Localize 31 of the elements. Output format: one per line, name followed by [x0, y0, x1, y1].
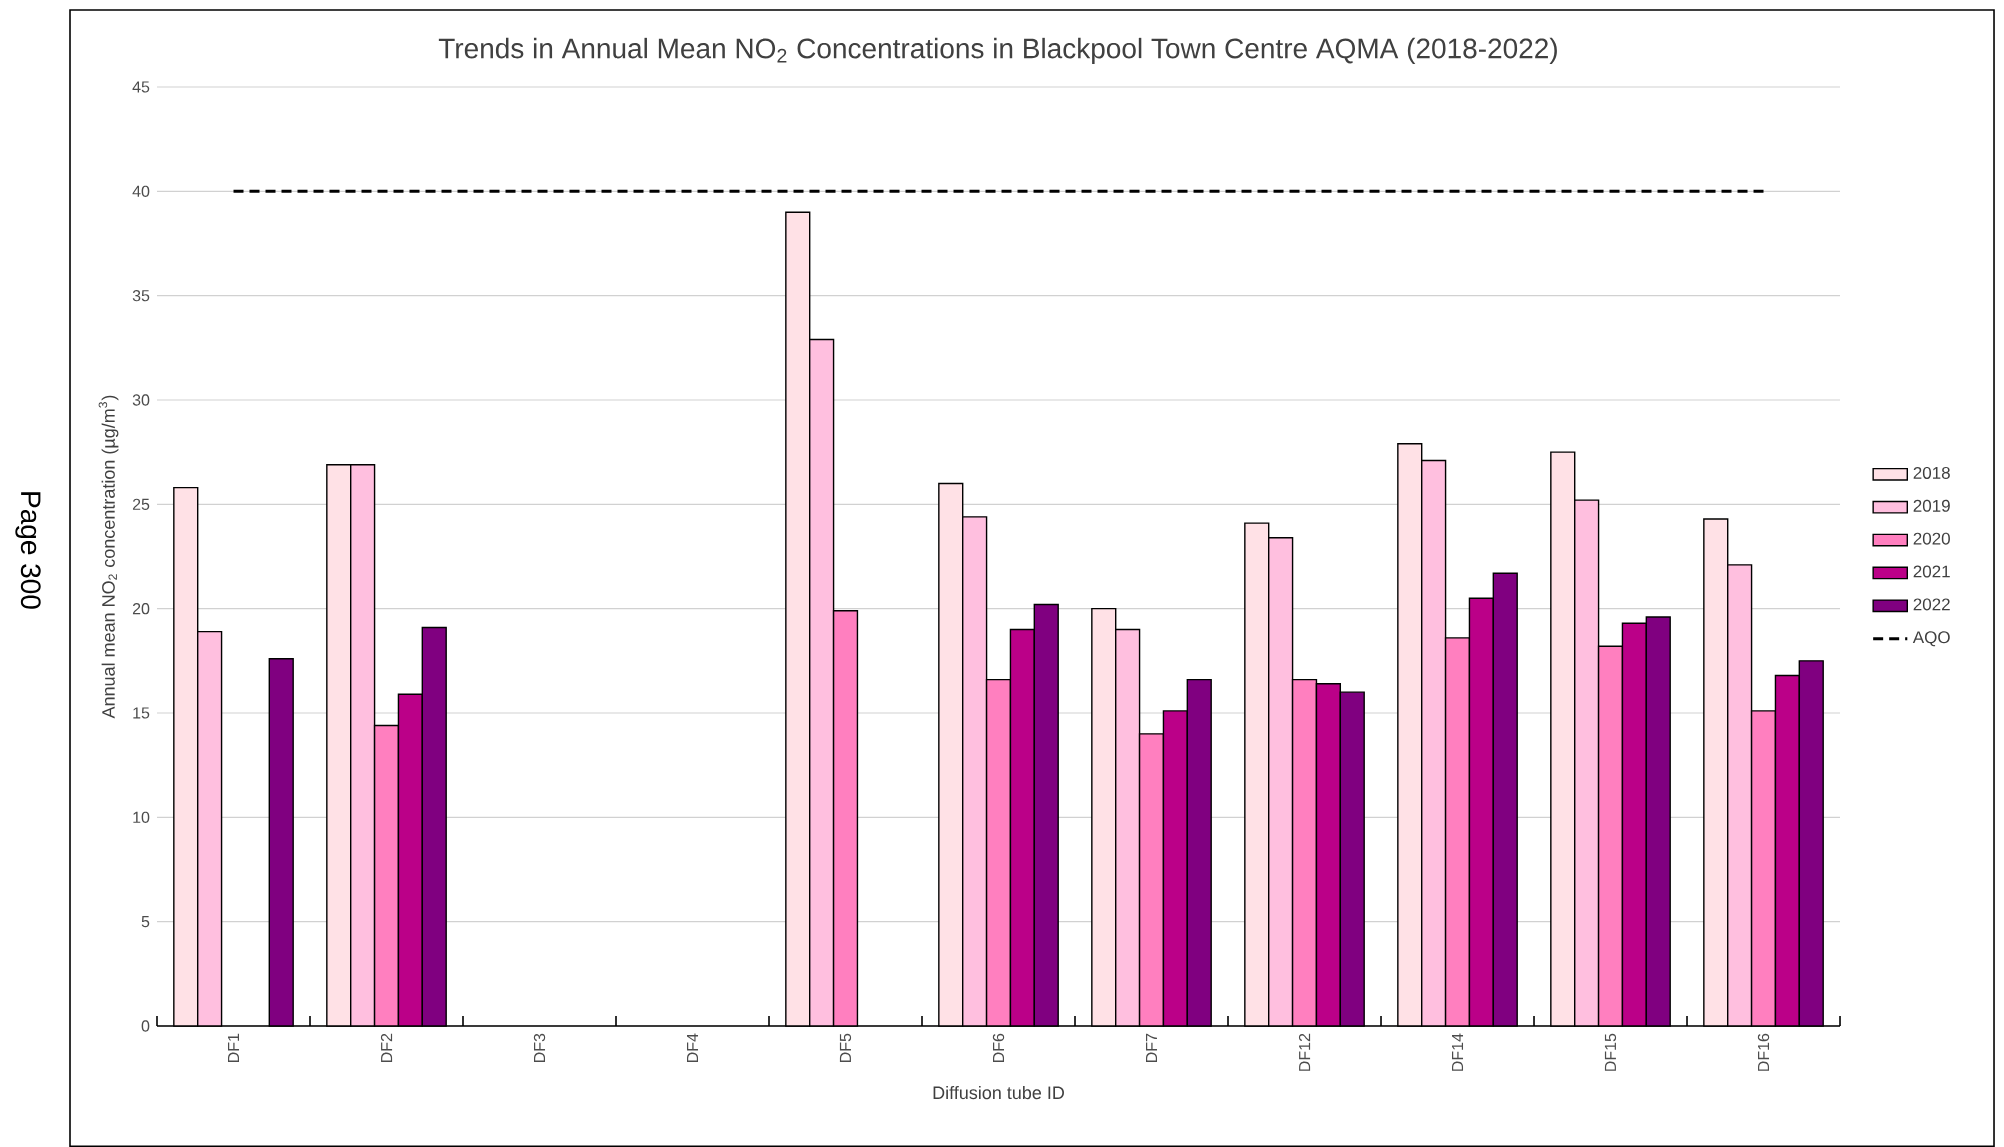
legend-label: 2022	[1913, 598, 1950, 611]
legend-label: 2020	[1913, 532, 1950, 545]
x-tick-label: DF4	[687, 1033, 699, 1062]
y-tick-label: 5	[141, 916, 150, 928]
text: Page 300	[15, 492, 41, 609]
legend-label: AQO	[1912, 631, 1950, 647]
x-tick-label: DF14	[1452, 1033, 1464, 1071]
x-tick-label: DF1	[228, 1033, 240, 1062]
y-tick-label: 20	[132, 603, 150, 615]
legend-label: 2019	[1913, 499, 1950, 512]
x-tick-label: DF2	[380, 1033, 393, 1062]
y-tick-label: 0	[141, 1020, 150, 1032]
x-tick-label: DF16	[1757, 1033, 1770, 1071]
y-axis-title: Annual mean NO$_{2}$ concentration (µg/m$^{3}$)	[98, 395, 119, 719]
x-tick-label: DF5	[839, 1033, 852, 1062]
x-tick-label: DF7	[1146, 1033, 1158, 1062]
x-tick-label: DF12	[1298, 1033, 1311, 1071]
x-tick-label: DF6	[992, 1033, 1005, 1062]
x-tick-label: DF3	[533, 1033, 546, 1062]
y-tick-label: 45	[132, 81, 150, 93]
chart-title: Trends in Annual Mean NO$_{2}$ Concentrations in Blackpool Town Centre AQMA (2018-2022)	[438, 37, 1557, 64]
y-tick-label: 40	[132, 185, 150, 197]
legend-label: 2018	[1913, 466, 1950, 479]
y-tick-label: 30	[132, 394, 150, 406]
legend-label: 2021	[1913, 565, 1950, 578]
y-tick-label: 35	[132, 290, 150, 302]
y-tick-label: 15	[133, 707, 150, 719]
x-axis-title: Diffusion tube ID	[933, 1085, 1064, 1100]
y-tick-label: 25	[132, 498, 150, 510]
y-tick-label: 10	[133, 811, 150, 823]
x-tick-label: DF15	[1604, 1033, 1617, 1071]
